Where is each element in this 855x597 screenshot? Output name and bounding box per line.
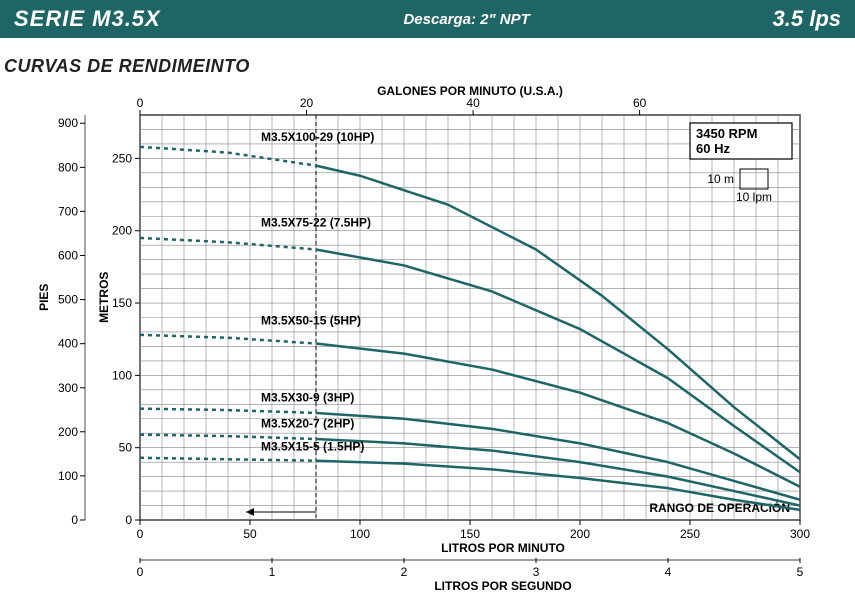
svg-text:0: 0 — [137, 565, 144, 579]
svg-text:100: 100 — [58, 469, 78, 483]
svg-text:LITROS POR MINUTO: LITROS POR MINUTO — [441, 541, 565, 555]
svg-text:600: 600 — [58, 248, 78, 262]
svg-text:LITROS POR SEGUNDO: LITROS POR SEGUNDO — [434, 579, 571, 593]
svg-text:0: 0 — [71, 513, 78, 527]
svg-text:50: 50 — [243, 527, 257, 541]
svg-text:300: 300 — [790, 527, 810, 541]
svg-text:10 m: 10 m — [707, 172, 734, 186]
performance-chart: 050100150200250300LITROS POR MINUTO01234… — [0, 85, 855, 595]
svg-text:900: 900 — [58, 116, 78, 130]
svg-text:5: 5 — [797, 565, 804, 579]
svg-text:100: 100 — [112, 368, 132, 382]
svg-text:GALONES POR MINUTO (U.S.A.): GALONES POR MINUTO (U.S.A.) — [377, 85, 563, 98]
svg-text:800: 800 — [58, 160, 78, 174]
svg-text:M3.5X75-22 (7.5HP): M3.5X75-22 (7.5HP) — [261, 215, 371, 229]
svg-text:RANGO DE OPERACIÓN: RANGO DE OPERACIÓN — [649, 500, 790, 515]
svg-text:3450 RPM: 3450 RPM — [696, 126, 757, 141]
svg-text:40: 40 — [466, 96, 480, 110]
svg-text:3: 3 — [533, 565, 540, 579]
series-title: SERIE M3.5X — [14, 6, 161, 32]
svg-text:250: 250 — [680, 527, 700, 541]
flow-spec: 3.5 lps — [773, 6, 841, 32]
svg-text:2: 2 — [401, 565, 408, 579]
svg-text:250: 250 — [112, 151, 132, 165]
svg-text:4: 4 — [665, 565, 672, 579]
svg-text:200: 200 — [112, 224, 132, 238]
svg-text:M3.5X30-9 (3HP): M3.5X30-9 (3HP) — [261, 390, 354, 404]
svg-text:M3.5X15-5 (1.5HP): M3.5X15-5 (1.5HP) — [261, 440, 364, 454]
svg-text:500: 500 — [58, 293, 78, 307]
svg-text:M3.5X20-7 (2HP): M3.5X20-7 (2HP) — [261, 416, 354, 430]
svg-text:0: 0 — [137, 96, 144, 110]
discharge-spec: Descarga: 2" NPT — [403, 11, 529, 28]
svg-text:0: 0 — [125, 513, 132, 527]
svg-text:M3.5X100-29 (10HP): M3.5X100-29 (10HP) — [261, 130, 374, 144]
svg-text:50: 50 — [119, 441, 133, 455]
svg-text:M3.5X50-15 (5HP): M3.5X50-15 (5HP) — [261, 314, 361, 328]
svg-text:300: 300 — [58, 381, 78, 395]
svg-text:200: 200 — [58, 425, 78, 439]
svg-text:0: 0 — [137, 527, 144, 541]
svg-text:60: 60 — [633, 96, 647, 110]
svg-text:200: 200 — [570, 527, 590, 541]
svg-text:20: 20 — [300, 96, 314, 110]
svg-text:METROS: METROS — [97, 272, 111, 323]
svg-text:10 lpm: 10 lpm — [736, 190, 772, 204]
svg-text:150: 150 — [112, 296, 132, 310]
section-title: CURVAS DE RENDIMEINTO — [4, 56, 851, 77]
svg-text:700: 700 — [58, 204, 78, 218]
svg-text:PIES: PIES — [37, 284, 51, 311]
svg-text:150: 150 — [460, 527, 480, 541]
svg-text:60 Hz: 60 Hz — [696, 141, 730, 156]
header-bar: SERIE M3.5X Descarga: 2" NPT 3.5 lps — [0, 0, 855, 38]
svg-text:100: 100 — [350, 527, 370, 541]
svg-text:400: 400 — [58, 337, 78, 351]
svg-text:1: 1 — [269, 565, 276, 579]
